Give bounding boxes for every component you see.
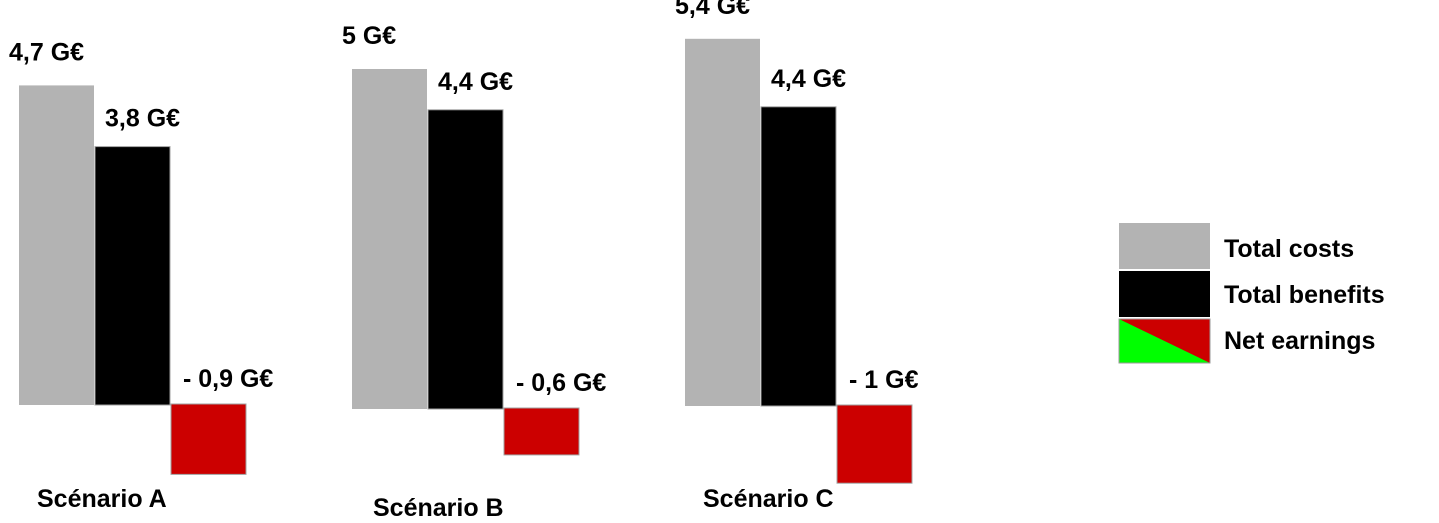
scenario-group: 5,4 G€ 4,4 G€ - 1 G€ Scénario C xyxy=(675,0,919,513)
bar-net-earnings xyxy=(170,403,247,475)
category-label: Scénario C xyxy=(703,485,834,513)
bar-total-benefits xyxy=(427,109,504,410)
data-label-total-costs: 4,7 G€ xyxy=(9,38,84,66)
data-label-total-benefits: 4,4 G€ xyxy=(771,65,846,93)
bar-total-benefits xyxy=(760,106,837,407)
bar-total-costs xyxy=(19,85,94,406)
bar-total-costs xyxy=(352,69,427,409)
category-label: Scénario B xyxy=(373,494,504,522)
legend-label-total-benefits: Total benefits xyxy=(1224,281,1385,309)
data-label-total-benefits: 3,8 G€ xyxy=(105,105,180,133)
data-label-net-earnings: - 0,6 G€ xyxy=(516,369,606,397)
legend-label-net-earnings: Net earnings xyxy=(1224,327,1375,355)
category-label: Scénario A xyxy=(37,485,167,513)
data-label-net-earnings: - 1 G€ xyxy=(849,366,919,394)
legend-label-total-costs: Total costs xyxy=(1224,235,1354,263)
scenario-group: 4,7 G€ 3,8 G€ - 0,9 G€ Scénario A xyxy=(9,38,273,513)
data-label-total-benefits: 4,4 G€ xyxy=(438,68,513,96)
bar-total-costs xyxy=(685,38,760,407)
bars-layer: 4,7 G€ 3,8 G€ - 0,9 G€ Scénario A 5 G€ 4,4 G€… xyxy=(9,0,919,522)
data-label-net-earnings: - 0,9 G€ xyxy=(183,365,273,393)
data-label-total-costs: 5 G€ xyxy=(342,22,396,50)
legend-swatch-total-costs xyxy=(1119,223,1210,269)
legend: Total costs Total benefits Net earnings xyxy=(1118,223,1385,364)
legend-swatch-net-earnings xyxy=(1118,318,1211,364)
bar-total-benefits xyxy=(94,146,171,406)
bar-net-earnings xyxy=(836,404,913,484)
scenario-group: 5 G€ 4,4 G€ - 0,6 G€ Scénario B xyxy=(342,22,606,522)
data-label-total-costs: 5,4 G€ xyxy=(675,0,750,20)
bar-net-earnings xyxy=(503,407,580,456)
legend-swatch-total-benefits xyxy=(1119,271,1210,317)
